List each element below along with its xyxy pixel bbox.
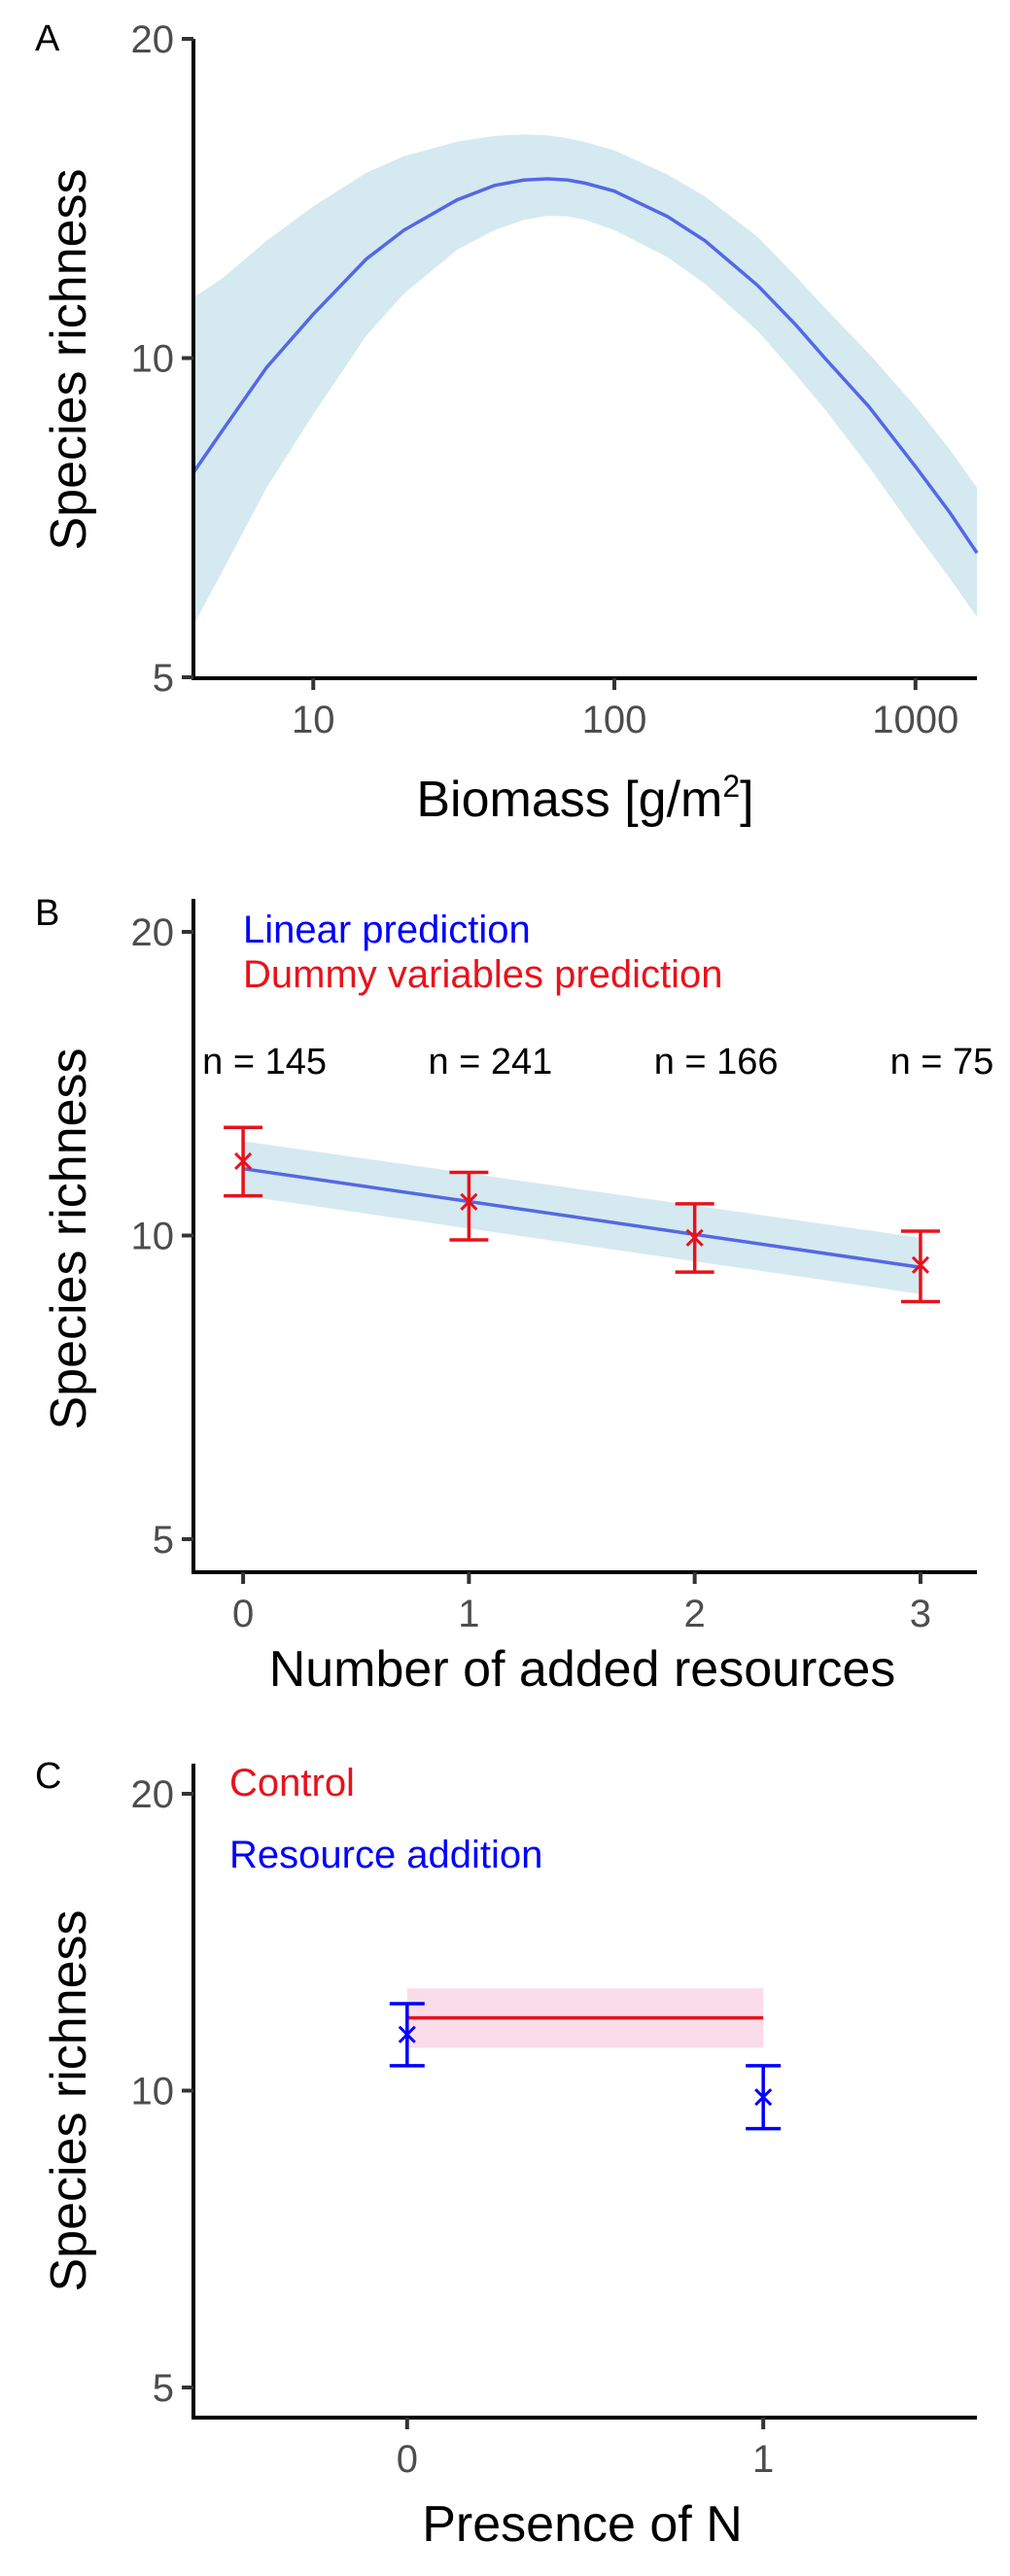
panel-letter-c: C: [35, 1756, 61, 1797]
y-tick-label: 20: [131, 18, 175, 61]
panel-b-dummy-0-point: [234, 1151, 253, 1171]
panel-b: B 5 10 20 0 1 2 3 Linear prediction Dummy var…: [35, 893, 993, 1698]
panel-b-dummy-3-point: [911, 1255, 929, 1274]
panel-a-x-axis-title-superscript: 2: [722, 769, 740, 804]
y-tick-label: 10: [131, 338, 175, 381]
panel-a-x-axis-title: Biomass [g/m2]: [416, 769, 753, 828]
panel-b-x-axis-title: Number of added resources: [269, 1641, 896, 1698]
sample-size-label: n = 241: [428, 1042, 552, 1082]
panel-letter-b: B: [35, 893, 59, 934]
y-tick-label: 5: [153, 2367, 174, 2410]
sample-size-label: n = 75: [890, 1042, 994, 1082]
sample-size-label: n = 166: [654, 1042, 779, 1082]
x-tick-label: 100: [582, 699, 647, 741]
y-tick-label: 20: [131, 911, 175, 954]
panel-c-y-axis-title: Species richness: [41, 1909, 97, 2291]
panel-b-dummy-2-point: [685, 1228, 704, 1247]
panel-c-resource-1-point: [754, 2088, 773, 2107]
y-tick-label: 10: [131, 1216, 175, 1258]
panel-c-legend-control: Control: [229, 1762, 355, 1804]
x-tick-label: 1000: [872, 699, 958, 741]
panel-b-legend-linear: Linear prediction: [243, 909, 531, 951]
panel-a-line: [192, 177, 979, 554]
x-tick-label: 10: [292, 699, 335, 741]
panel-c: C 5 10 20 0 1 Control Resource addition Spe…: [35, 1756, 977, 2553]
y-tick-label: 5: [153, 1519, 174, 1562]
x-tick-label: 0: [397, 2438, 418, 2481]
panel-a-y-axis-title: Species richness: [41, 168, 97, 550]
y-tick-label: 20: [131, 1773, 175, 1816]
y-tick-label: 5: [153, 657, 174, 700]
y-tick-label: 10: [131, 2071, 175, 2113]
panel-b-y-axis-title: Species richness: [41, 1048, 97, 1429]
panel-c-x-axis-title: Presence of N: [422, 2496, 743, 2553]
panel-a: A 5 10 20 10 100 1000 Species richness Bioma…: [35, 18, 979, 828]
panel-c-legend-resource: Resource addition: [229, 1834, 542, 1876]
sample-size-label: n = 145: [202, 1042, 327, 1082]
panel-c-resource-0-point: [398, 2025, 416, 2044]
panel-b-dummy-1-point: [460, 1192, 478, 1211]
x-tick-label: 1: [458, 1593, 479, 1635]
panel-b-linear-line: [242, 1166, 922, 1269]
x-tick-label: 2: [684, 1593, 706, 1635]
x-tick-label: 1: [752, 2438, 774, 2481]
panel-a-x-axis-title-main: Biomass [g/m: [416, 772, 722, 828]
panel-letter-a: A: [35, 18, 60, 59]
panel-a-x-axis-title-end: ]: [740, 772, 753, 828]
x-tick-label: 0: [232, 1593, 254, 1635]
panel-b-legend-dummy: Dummy variables prediction: [243, 953, 723, 996]
panel-a-ribbon: [193, 134, 977, 626]
x-tick-label: 3: [910, 1593, 931, 1635]
